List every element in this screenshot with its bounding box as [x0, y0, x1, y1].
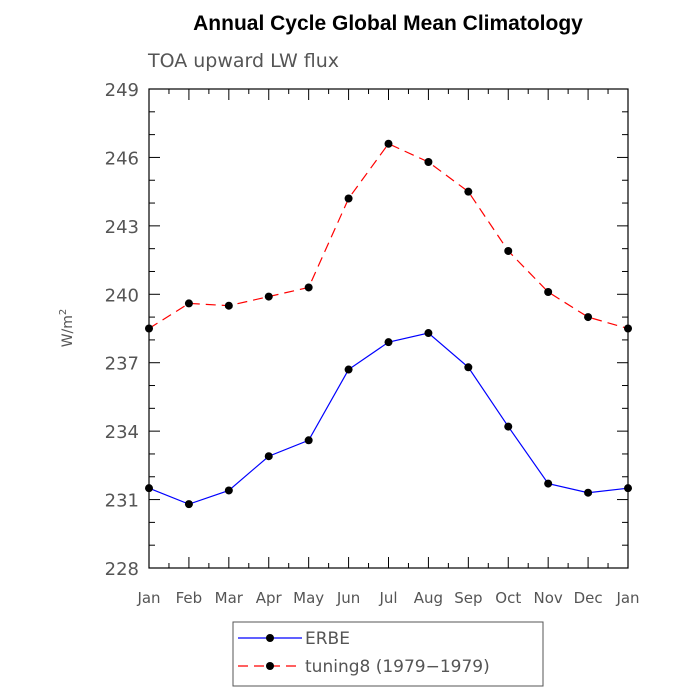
- chart-subtitle: TOA upward LW flux: [147, 50, 339, 72]
- x-tick-label: May: [293, 589, 324, 607]
- chart-title: Annual Cycle Global Mean Climatology: [193, 12, 583, 35]
- series-1-point: [384, 139, 393, 148]
- series-1-point: [344, 194, 353, 203]
- y-tick-label: 237: [105, 354, 139, 375]
- x-tick-label: Oct: [495, 589, 521, 607]
- x-tick-label: Aug: [414, 589, 443, 607]
- series-1-point: [424, 157, 433, 166]
- series-0-point: [224, 486, 233, 495]
- x-tick-label: Jan: [615, 589, 639, 607]
- plot-frame: [148, 88, 629, 569]
- series-0-point: [424, 329, 433, 338]
- x-tick-label: Sep: [454, 589, 482, 607]
- y-tick-label: 228: [105, 559, 139, 580]
- legend-label-erbe: ERBE: [305, 629, 350, 649]
- series-0-point: [264, 452, 273, 461]
- y-tick-label: 240: [105, 285, 139, 306]
- y-axis-label: W/m2: [58, 309, 76, 348]
- x-tick-label: Nov: [534, 589, 563, 607]
- series-0-point: [304, 436, 313, 445]
- y-axis-label-base: W/m: [60, 315, 76, 347]
- legend-marker-tuning8: [266, 662, 274, 670]
- series-1-point: [504, 246, 513, 255]
- y-tick-labels: 228 231 234 237 240 243 246 249: [105, 80, 139, 580]
- series-0-point: [184, 500, 193, 509]
- axis-ticks: [148, 88, 629, 569]
- y-tick-label: 234: [105, 422, 139, 443]
- y-tick-label: 243: [105, 217, 139, 238]
- y-tick-label: 246: [105, 148, 139, 169]
- x-tick-label: Jan: [136, 589, 160, 607]
- series-1-point: [584, 313, 593, 322]
- x-tick-label: Dec: [574, 589, 603, 607]
- series-1-point: [304, 283, 313, 292]
- legend-marker-erbe: [266, 634, 274, 642]
- x-tick-labels: Jan Feb Mar Apr May Jun Jul Aug Sep Oct Nov Dec Jan: [136, 589, 639, 607]
- y-tick-label: 231: [105, 491, 139, 512]
- series-1-point: [544, 288, 553, 297]
- y-tick-label: 249: [105, 80, 139, 101]
- series-line-1: [148, 142, 629, 330]
- series-0-point: [384, 338, 393, 347]
- x-tick-label: Jul: [378, 589, 397, 607]
- series-group: [145, 139, 632, 509]
- series-1-point: [264, 292, 273, 301]
- series-0-point: [544, 479, 553, 488]
- legend: ERBE tuning8 (1979−1979): [232, 621, 544, 687]
- legend-box: [232, 621, 544, 687]
- series-1-point: [464, 187, 473, 196]
- y-axis-label-sup: 2: [58, 309, 69, 315]
- series-1-point: [184, 299, 193, 308]
- series-0-point: [344, 365, 353, 374]
- x-tick-label: Mar: [215, 589, 244, 607]
- legend-label-tuning8: tuning8 (1979−1979): [305, 657, 490, 677]
- x-tick-label: Feb: [176, 589, 203, 607]
- series-0-point: [464, 363, 473, 372]
- series-line-0: [148, 332, 629, 505]
- x-tick-label: Apr: [256, 589, 283, 607]
- series-0-point: [504, 422, 513, 431]
- series-1-point: [224, 301, 233, 310]
- series-0-point: [584, 488, 593, 497]
- x-tick-label: Jun: [336, 589, 360, 607]
